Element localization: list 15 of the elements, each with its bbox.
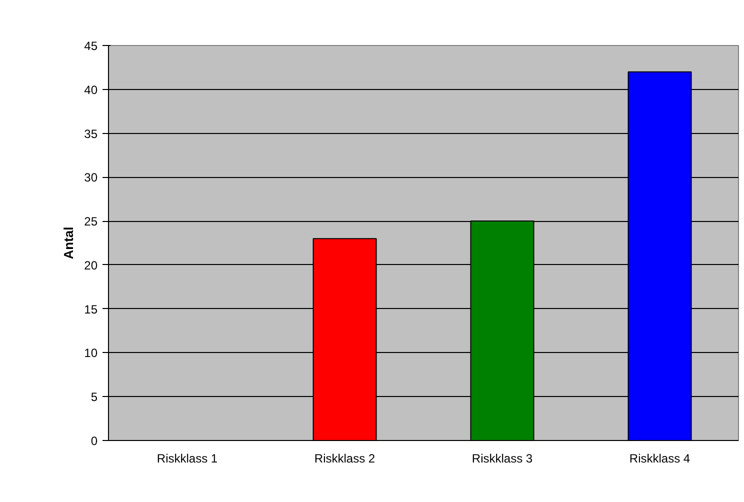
x-tick-label: Riskklass 4	[629, 452, 690, 466]
y-tick-label: 10	[84, 346, 98, 360]
y-tick-label: 15	[84, 302, 98, 316]
y-tick-label: 25	[84, 214, 98, 229]
y-tick-label: 5	[90, 390, 98, 404]
x-tick-label: Riskklass 3	[472, 452, 533, 466]
y-tick-label: 40	[84, 82, 98, 97]
y-tick-label: 35	[84, 126, 98, 141]
y-tick-label: 30	[84, 170, 98, 185]
y-tick-label: 20	[84, 258, 98, 272]
x-tick-label: Riskklass 1	[156, 452, 218, 466]
y-tick-label: 45	[84, 39, 98, 53]
x-tick-label: Riskklass 2	[314, 452, 376, 466]
y-axis-title: Antal	[61, 226, 76, 260]
y-tick-label: 0	[90, 434, 98, 448]
